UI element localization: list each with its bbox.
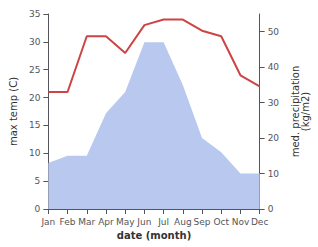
svg-text:0: 0 — [35, 204, 41, 214]
svg-text:max temp (C): max temp (C) — [8, 77, 19, 146]
svg-text:Nov: Nov — [232, 217, 250, 227]
svg-text:Sep: Sep — [194, 217, 211, 227]
svg-text:5: 5 — [35, 176, 41, 186]
svg-text:15: 15 — [29, 120, 40, 130]
svg-text:date (month): date (month) — [117, 230, 191, 241]
svg-text:Jan: Jan — [40, 217, 55, 227]
svg-text:30: 30 — [268, 98, 280, 108]
svg-text:May: May — [116, 217, 135, 227]
svg-text:40: 40 — [268, 62, 280, 72]
svg-text:Oct: Oct — [213, 217, 229, 227]
svg-text:35: 35 — [29, 9, 40, 19]
svg-text:(kg/m2): (kg/m2) — [300, 92, 311, 132]
svg-text:Dec: Dec — [251, 217, 268, 227]
svg-text:25: 25 — [29, 65, 40, 75]
svg-text:10: 10 — [29, 148, 41, 158]
svg-text:0: 0 — [268, 204, 274, 214]
svg-text:Feb: Feb — [60, 217, 76, 227]
svg-text:30: 30 — [29, 37, 41, 47]
svg-text:med. precipitation: med. precipitation — [289, 65, 301, 158]
svg-text:20: 20 — [29, 93, 41, 103]
svg-text:20: 20 — [268, 133, 280, 143]
svg-text:Jun: Jun — [136, 217, 151, 227]
svg-text:10: 10 — [268, 169, 280, 179]
svg-text:Mar: Mar — [78, 217, 95, 227]
svg-text:50: 50 — [268, 27, 280, 37]
svg-text:Aug: Aug — [174, 217, 192, 227]
svg-text:Apr: Apr — [98, 217, 114, 227]
svg-text:Jul: Jul — [157, 217, 169, 227]
